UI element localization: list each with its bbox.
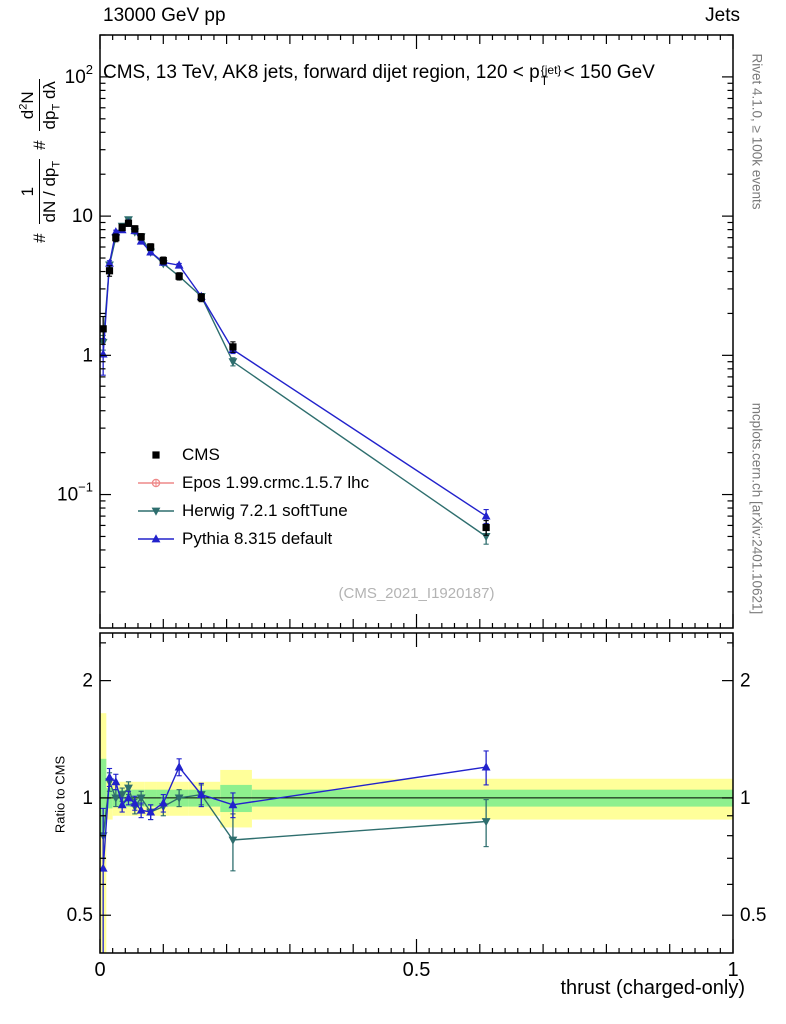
legend-item-cms: CMS — [137, 441, 369, 469]
fraction-2-denominator: dpT dλ — [38, 79, 62, 132]
svg-text:1: 1 — [740, 788, 751, 809]
main-y-axis-label: # 1 dN / dpT # d2N dpT dλ — [12, 43, 68, 279]
pt-jet-supsub: {jet} T — [540, 62, 562, 88]
plot-title-suffix: < 150 GeV — [563, 62, 655, 83]
uncertainty-bands — [100, 713, 733, 953]
svg-text:1: 1 — [727, 959, 738, 981]
fraction-1-den-sub: T — [49, 160, 62, 168]
fraction-2-den-sub: T — [49, 103, 62, 111]
fraction-2-num-end: N — [18, 91, 38, 104]
y-axis-fraction-2: d2N dpT dλ — [17, 79, 62, 132]
legend-label-pythia: Pythia 8.315 default — [182, 529, 333, 548]
axes-frame — [99, 34, 734, 954]
legend-item-pythia: Pythia 8.315 default — [137, 525, 369, 553]
svg-text:0.5: 0.5 — [403, 959, 431, 981]
y-axis-fraction-1: 1 dN / dpT — [18, 158, 62, 225]
svg-text:0.5: 0.5 — [740, 905, 766, 926]
plot-title-prefix: CMS, 13 TeV, AK8 jets, forward dijet reg… — [103, 62, 540, 83]
fraction-1-den-text: dN / dp — [39, 167, 59, 223]
analysis-group-label: Jets — [705, 5, 740, 26]
ratio-series — [100, 750, 491, 953]
svg-text:102: 102 — [65, 62, 93, 88]
fraction-2-num-sup: 2 — [17, 103, 30, 110]
fraction-2-den-end: dλ — [39, 81, 59, 104]
svg-text:2: 2 — [82, 671, 93, 692]
legend: CMS Epos 1.99.crmc.1.5.7 lhc Herwig 7.2.… — [137, 441, 369, 553]
pt-jet-subscript: T — [540, 74, 549, 88]
pt-jet-superscript: {jet} — [540, 62, 562, 77]
pythia-marker-icon — [138, 534, 174, 543]
rivet-version-note: Rivet 4.1.0, ≥ 100k events — [749, 53, 765, 210]
plot-title: CMS, 13 TeV, AK8 jets, forward dijet reg… — [103, 62, 655, 87]
legend-label-herwig: Herwig 7.2.1 softTune — [182, 501, 348, 520]
x-axis-title: thrust (charged-only) — [560, 977, 745, 999]
svg-text:10: 10 — [72, 206, 93, 227]
cms-marker-icon — [152, 451, 160, 459]
analysis-id-watermark: (CMS_2021_I1920187) — [338, 585, 495, 602]
svg-text:2: 2 — [740, 671, 751, 692]
main-series — [100, 216, 491, 545]
svg-text:1: 1 — [82, 788, 93, 809]
legend-label-cms: CMS — [182, 445, 220, 464]
svg-text:10−1: 10−1 — [57, 480, 93, 506]
fraction-2-num-text: d — [18, 109, 38, 120]
legend-item-epos: Epos 1.99.crmc.1.5.7 lhc — [137, 469, 369, 497]
svg-text:0.5: 0.5 — [67, 905, 93, 926]
mcplots-arxiv-note: mcplots.cern.ch [arXiv:2401.10621] — [749, 402, 765, 615]
fraction-1-denominator: dN / dpT — [38, 158, 62, 225]
fraction-1-numerator: 1 — [18, 186, 38, 197]
beam-energy-label: 13000 GeV pp — [103, 5, 226, 26]
legend-item-herwig: Herwig 7.2.1 softTune — [137, 497, 369, 525]
y-axis-hash-a: # — [30, 233, 49, 243]
tick-labels: 102 10 1 10−1 2 2 1 1 0.5 0.5 0 0.5 1 — [57, 62, 766, 981]
ratio-y-axis-label: Ratio to CMS — [52, 755, 68, 834]
legend-label-epos: Epos 1.99.crmc.1.5.7 lhc — [182, 473, 370, 492]
epos-marker-icon — [138, 478, 174, 488]
y-axis-hash-b: # — [30, 140, 49, 150]
fraction-2-numerator: d2N — [17, 91, 38, 120]
svg-text:1: 1 — [82, 345, 93, 366]
fraction-2-den-text: dp — [39, 110, 59, 130]
herwig-marker-icon — [138, 507, 174, 516]
svg-text:0: 0 — [94, 959, 105, 981]
